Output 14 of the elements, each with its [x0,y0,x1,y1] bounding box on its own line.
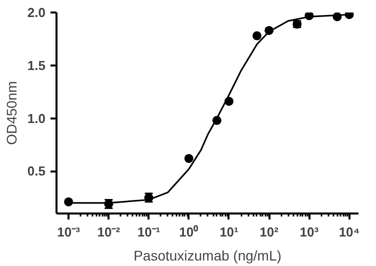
x-tick-label: 10¹ [220,224,238,240]
y-axis-title: OD450nm [3,81,20,145]
x-tick-label: 10⁰ [179,224,199,240]
y-tick-label: 0.5 [27,164,46,179]
x-axis-title: Pasotuxizumab (ng/mL) [134,248,282,264]
x-tick-label: 10³ [300,224,320,240]
y-tick-label: 2.0 [27,5,46,20]
y-tick-label: 1.5 [27,58,46,73]
y-tick-label: 1.0 [27,110,46,126]
x-tick-label: 10⁴ [338,224,360,240]
x-tick-label: 10⁻³ [57,224,81,240]
x-tick-label: 10⁻¹ [137,224,160,240]
x-tick-label: 10⁻² [97,224,121,240]
x-tick-label: 10² [260,224,280,240]
